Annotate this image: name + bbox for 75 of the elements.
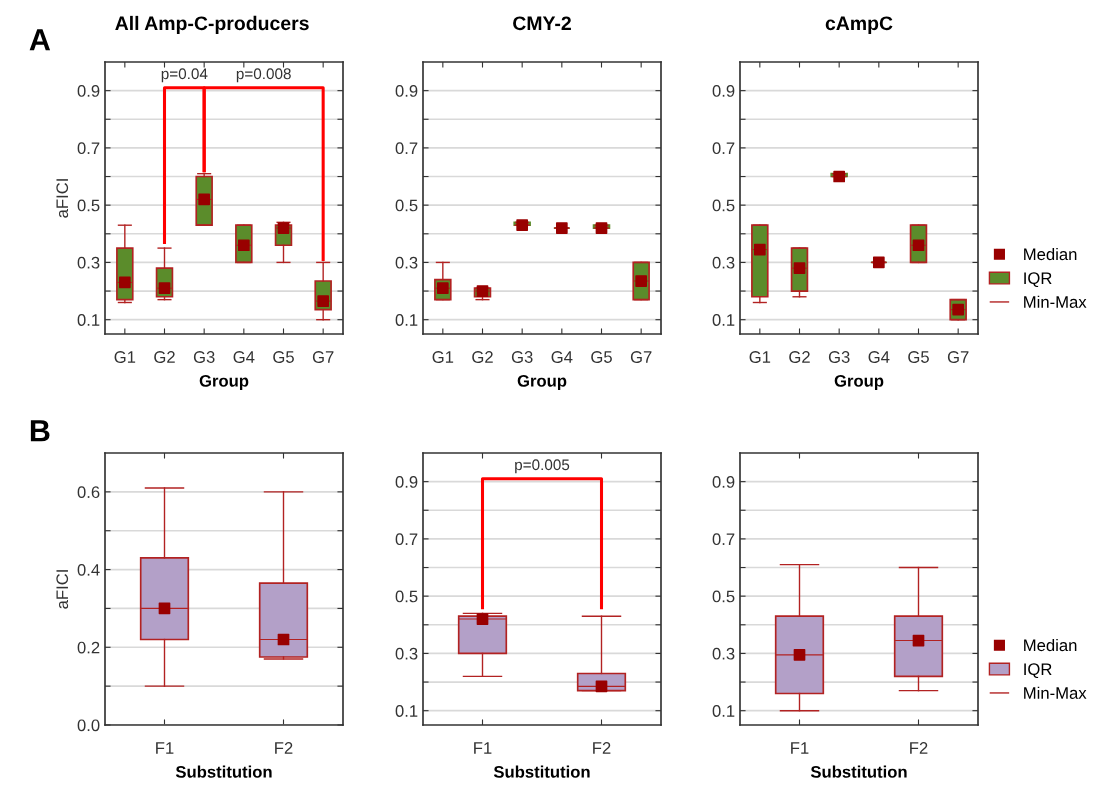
y-tick-label: 0.1 xyxy=(77,314,100,326)
x-tick-label: G1 xyxy=(114,351,136,363)
x-tick-label: G4 xyxy=(551,351,573,363)
chart-title: All Amp-C-producers xyxy=(115,15,309,34)
y-tick-label: 0.7 xyxy=(712,533,735,546)
y-tick-label: 0.7 xyxy=(395,142,418,155)
y-tick-label: 0.5 xyxy=(395,590,418,603)
y-tick-label: 0.5 xyxy=(712,590,735,603)
y-tick-label: 0.5 xyxy=(712,199,735,212)
y-tick-label: 0.1 xyxy=(395,705,418,717)
x-tick-label: F1 xyxy=(791,742,809,754)
x-tick-label: G3 xyxy=(828,351,850,363)
annotation: p=0.005 xyxy=(515,459,570,474)
y-tick-label: 0.7 xyxy=(395,533,418,546)
legend-label: IQR xyxy=(1024,272,1052,288)
x-tick-label: F1 xyxy=(474,742,492,754)
y-tick-label: 0.9 xyxy=(712,85,735,97)
legend-label: Median xyxy=(1024,247,1077,261)
x-tick-label: G3 xyxy=(511,351,533,363)
y-tick-label: 0.6 xyxy=(77,486,100,499)
y-tick-label: 0.3 xyxy=(395,647,418,660)
y-tick-label: 0.0 xyxy=(77,719,100,732)
y-axis-title: aFICI xyxy=(56,179,69,218)
x-axis-title: Group xyxy=(834,374,884,391)
y-tick-label: 0.5 xyxy=(395,199,418,212)
x-axis-title: Substitution xyxy=(493,765,590,778)
y-tick-label: 0.7 xyxy=(712,142,735,155)
legend-label: Median xyxy=(1024,638,1077,652)
y-tick-label: 0.4 xyxy=(77,563,100,576)
text: B xyxy=(30,420,50,442)
y-tick-label: 0.3 xyxy=(77,256,100,269)
text: Min-Max xyxy=(1024,295,1087,308)
y-axis-title: aFICI xyxy=(56,570,69,609)
x-axis-title: Substitution xyxy=(175,765,272,778)
x-tick-label: F2 xyxy=(910,742,928,754)
x-tick-label: F2 xyxy=(593,742,611,754)
text: Min-Max xyxy=(1024,686,1087,699)
x-tick-label: G2 xyxy=(789,351,810,363)
y-tick-label: 0.2 xyxy=(77,641,100,654)
y-tick-label: 0.1 xyxy=(712,705,735,717)
x-tick-label: G3 xyxy=(193,351,215,363)
y-tick-label: 0.3 xyxy=(712,647,735,660)
x-tick-label: G7 xyxy=(312,351,334,363)
y-tick-label: 0.1 xyxy=(712,314,735,326)
y-tick-label: 0.3 xyxy=(395,256,418,269)
x-tick-label: F2 xyxy=(275,742,293,754)
x-axis-title: Group xyxy=(199,374,249,391)
x-tick-label: G7 xyxy=(947,351,969,363)
chart-title: cAmpC xyxy=(825,16,893,34)
x-axis-title: Group xyxy=(517,374,567,391)
chart-title: CMY-2 xyxy=(513,16,571,31)
y-tick-label: 0.7 xyxy=(77,142,100,155)
x-tick-label: G7 xyxy=(630,351,652,363)
y-tick-label: 0.9 xyxy=(77,85,100,97)
text: A xyxy=(29,29,51,51)
x-tick-label: G4 xyxy=(868,351,890,363)
y-tick-label: 0.9 xyxy=(395,476,418,488)
x-tick-label: G5 xyxy=(273,351,294,363)
x-axis-title: Substitution xyxy=(810,765,907,778)
legend-label: IQR xyxy=(1024,663,1052,679)
annotation: p=0.04 xyxy=(161,68,208,83)
x-tick-label: G5 xyxy=(908,351,929,363)
x-tick-label: G2 xyxy=(154,351,175,363)
y-tick-label: 0.5 xyxy=(77,199,100,212)
y-tick-label: 0.1 xyxy=(395,314,418,326)
x-tick-label: G2 xyxy=(472,351,493,363)
y-tick-label: 0.9 xyxy=(712,476,735,488)
x-tick-label: G5 xyxy=(591,351,612,363)
x-tick-label: G1 xyxy=(432,351,454,363)
annotation: p=0.008 xyxy=(236,68,291,83)
y-tick-label: 0.3 xyxy=(712,256,735,269)
x-tick-label: F1 xyxy=(156,742,174,754)
x-tick-label: G4 xyxy=(233,351,255,363)
y-tick-label: 0.9 xyxy=(395,85,418,97)
x-tick-label: G1 xyxy=(749,351,771,363)
